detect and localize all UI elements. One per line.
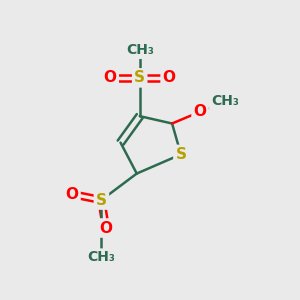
Text: CH₃: CH₃ — [88, 250, 116, 265]
Text: O: O — [104, 70, 117, 86]
Text: O: O — [99, 220, 112, 236]
Text: CH₃: CH₃ — [211, 94, 239, 108]
Text: O: O — [194, 104, 207, 119]
Text: S: S — [134, 70, 145, 86]
Text: CH₃: CH₃ — [126, 43, 154, 57]
Text: S: S — [176, 147, 186, 162]
Text: S: S — [96, 193, 107, 208]
Text: O: O — [65, 187, 79, 202]
Text: O: O — [163, 70, 176, 86]
